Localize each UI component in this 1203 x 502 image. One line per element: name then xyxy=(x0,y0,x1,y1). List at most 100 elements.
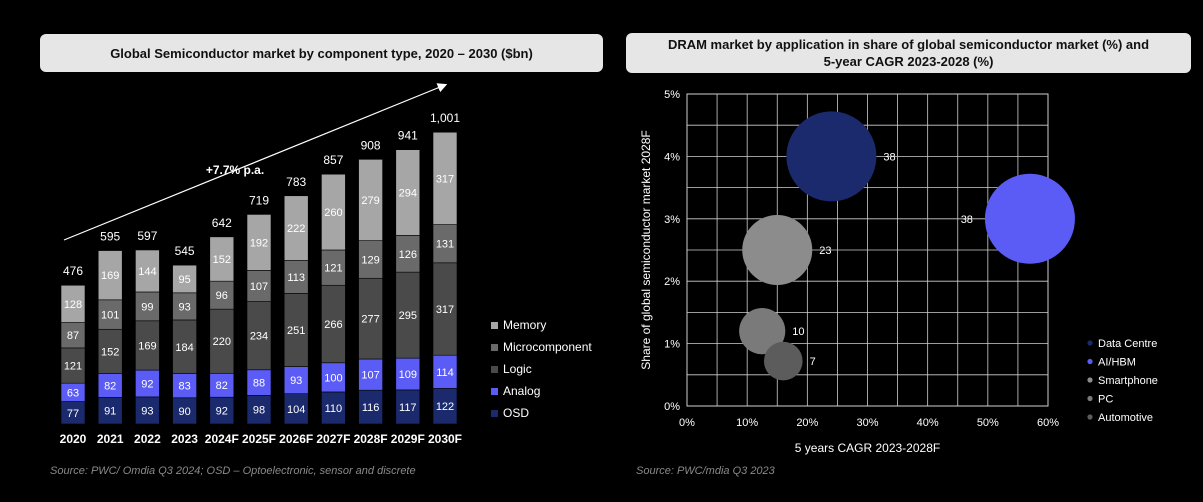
bar-segment-label: 93 xyxy=(141,405,153,417)
bar-segment-osd xyxy=(321,391,346,425)
bar-segment-label: 260 xyxy=(324,207,342,219)
bar-segment-micro xyxy=(395,235,421,273)
bar-segment-memory xyxy=(209,236,235,282)
bar-segment-label: 222 xyxy=(287,223,305,235)
bar-segment-memory xyxy=(246,214,272,271)
bubble-smartphone xyxy=(742,214,813,286)
bar-segment-label: 169 xyxy=(101,270,119,282)
bar-segment-micro xyxy=(283,260,309,294)
bar-total-label: 597 xyxy=(137,229,157,243)
legend-label-ai_hbm: AI/HBM xyxy=(1098,357,1136,369)
legend-swatch-logic xyxy=(491,366,498,373)
bar-segment-memory xyxy=(432,131,458,225)
bar-segment-label: 90 xyxy=(178,406,190,418)
bar-total-label: 595 xyxy=(100,230,120,244)
bar-segment-label: 128 xyxy=(64,299,82,311)
legend-label-smartphone: Smartphone xyxy=(1098,375,1158,387)
bar-total-label: 719 xyxy=(249,193,269,207)
bar-segment-logic xyxy=(246,301,272,371)
y-tick-label: 0% xyxy=(664,401,680,413)
legend-swatch-osd xyxy=(491,410,498,417)
bar-segment-osd xyxy=(358,389,383,425)
bar-segment-label: 63 xyxy=(67,387,79,399)
bar-segment-memory xyxy=(172,264,197,294)
legend-marker-smartphone xyxy=(1087,377,1093,383)
bar-segment-memory xyxy=(321,173,346,251)
x-tick-label: 2030F xyxy=(428,432,462,446)
bar-segment-memory xyxy=(60,284,86,323)
bar-segment-label: 144 xyxy=(138,266,156,278)
bar-segment-label: 277 xyxy=(361,314,379,326)
legend-label-micro: Microcomponent xyxy=(503,340,592,354)
legend-marker-automotive xyxy=(1087,414,1093,420)
bar-segment-memory xyxy=(283,195,309,261)
left-chart-title: Global Semiconductor market by component… xyxy=(40,34,603,72)
bar-segment-micro xyxy=(135,291,160,322)
bar-segment-micro xyxy=(358,240,383,279)
bar-segment-label: 251 xyxy=(287,325,305,337)
legend-label-pc: PC xyxy=(1098,394,1113,406)
bubble-label-automotive: 7 xyxy=(810,356,816,368)
bar-segment-label: 295 xyxy=(399,310,417,322)
bar-segment-label: 114 xyxy=(436,367,454,379)
x-tick-label: 30% xyxy=(856,417,878,429)
legend-label-data_centre: Data Centre xyxy=(1098,338,1157,350)
bar-segment-analog xyxy=(321,362,346,393)
left-chart-title-text: Global Semiconductor market by component… xyxy=(110,45,533,61)
legend-marker-ai_hbm xyxy=(1087,358,1093,365)
legend-label-analog: Analog xyxy=(503,384,540,398)
y-tick-label: 2% xyxy=(664,276,680,288)
bar-segment-label: 131 xyxy=(436,239,454,251)
y-tick-label: 5% xyxy=(664,89,680,101)
x-tick-label: 2020 xyxy=(60,432,87,446)
x-tick-label: 20% xyxy=(796,417,818,429)
bar-segment-label: 122 xyxy=(436,401,454,413)
legend-swatch-memory xyxy=(491,322,498,329)
bar-segment-label: 107 xyxy=(250,281,268,293)
right-title-line1: DRAM market by application in share of g… xyxy=(667,37,1150,52)
x-tick-label: 2024F xyxy=(205,432,239,446)
bar-total-label: 1,001 xyxy=(430,111,460,125)
bar-segment-label: 129 xyxy=(361,254,379,266)
bar-segment-label: 87 xyxy=(67,330,79,342)
bar-total-label: 545 xyxy=(175,244,195,258)
x-tick-label: 10% xyxy=(736,417,758,429)
bubble-label-ai_hbm: 38 xyxy=(961,214,973,226)
x-tick-label: 2026F xyxy=(279,432,313,446)
bar-segment-micro xyxy=(97,299,123,330)
bar-total-label: 642 xyxy=(212,216,232,230)
right-chart-title: DRAM market by application in share of g… xyxy=(626,33,1191,73)
x-tick-label: 2029F xyxy=(391,432,425,446)
x-tick-label: 0% xyxy=(679,417,695,429)
right-title-line2: 5-year CAGR 2023-2028 (%) xyxy=(823,54,994,69)
bar-segment-label: 82 xyxy=(216,380,228,392)
bar-segment-label: 121 xyxy=(324,263,342,275)
stacked-bar-chart: 77 63 121 87 128 476 2020 91 82 152 101 169 595 2021 9… xyxy=(60,83,592,446)
bar-segment-analog xyxy=(172,373,197,399)
bar-segment-logic xyxy=(209,308,235,374)
bar-segment-memory xyxy=(97,250,123,301)
bar-segment-logic xyxy=(60,347,86,384)
bar-segment-label: 184 xyxy=(175,342,193,354)
y-axis-label: Share of global semiconductor market 202… xyxy=(639,130,653,369)
bar-segment-label: 266 xyxy=(324,319,342,331)
bar-segment-label: 91 xyxy=(104,406,116,418)
bar-segment-label: 113 xyxy=(287,272,305,284)
x-tick-label: 2025F xyxy=(242,432,276,446)
bar-segment-memory xyxy=(395,149,421,236)
bar-segment-label: 99 xyxy=(141,301,153,313)
bar-segment-logic xyxy=(358,277,383,360)
bubble-chart: 0% 10% 20% 30% 40% 50% 60% 0% 1% 2% 3% 4% 5% 5 years … xyxy=(639,89,1158,455)
bar-total-label: 941 xyxy=(398,129,418,143)
bar-segment-label: 101 xyxy=(101,310,119,322)
bar-total-label: 908 xyxy=(361,138,381,152)
bar-segment-osd xyxy=(395,389,421,425)
bar-segment-label: 109 xyxy=(399,369,417,381)
x-tick-label: 2028F xyxy=(354,432,388,446)
bar-segment-label: 192 xyxy=(250,237,268,249)
legend-swatch-micro xyxy=(491,344,498,351)
bar-segment-osd xyxy=(135,396,160,425)
bar-segment-osd xyxy=(209,396,235,425)
left-chart-source: Source: PWC/ Omdia Q3 2024; OSD – Optoel… xyxy=(50,465,416,477)
legend-marker-pc xyxy=(1087,395,1093,402)
